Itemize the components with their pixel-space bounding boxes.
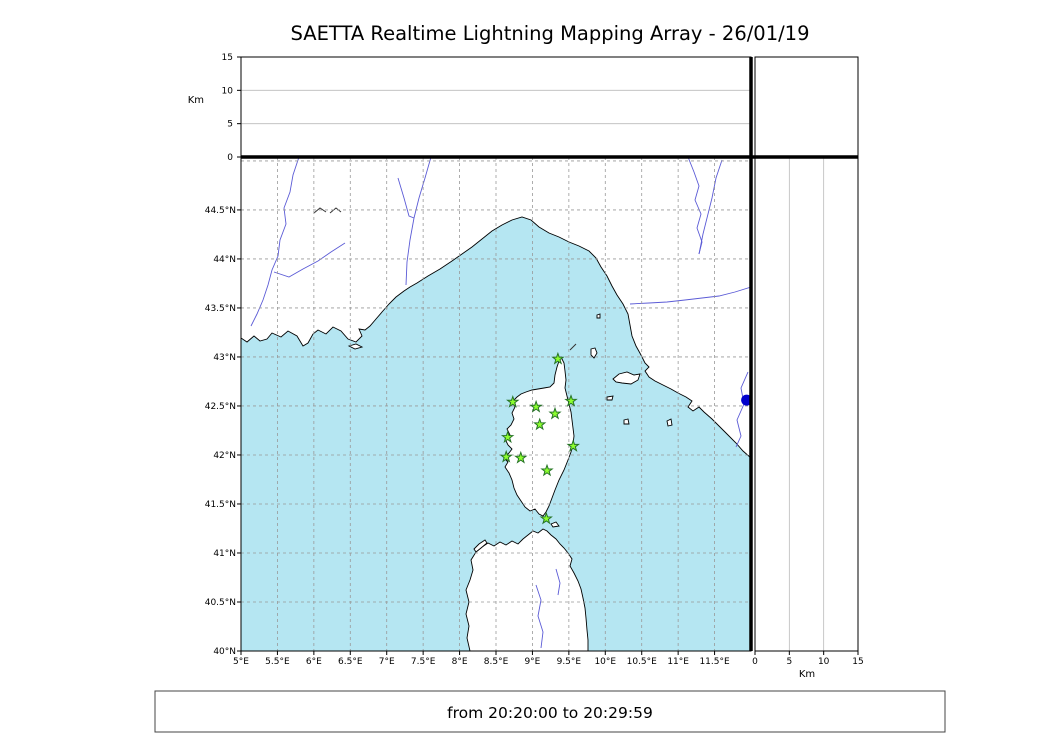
island-giglio	[666, 418, 673, 427]
lightning-source-dot	[741, 394, 751, 406]
station-marker	[551, 351, 565, 365]
station-marker	[533, 417, 547, 431]
island-porquerolles	[347, 343, 364, 350]
lat-tick-label: 41.5°N	[205, 500, 236, 510]
map-gridlines	[241, 157, 751, 651]
lat-tick-label: 42.5°N	[205, 402, 236, 412]
caption-box	[154, 690, 946, 733]
alt-tick-label: 0	[752, 657, 758, 667]
station-marker	[564, 394, 578, 407]
altitude-longitude-panel	[240, 56, 752, 158]
lon-tick-label: 11°E	[667, 657, 689, 667]
island-montecristo	[623, 418, 630, 425]
rock-mark-cap-corse	[569, 343, 577, 351]
alt-tick-label: 15	[222, 53, 233, 63]
map-panel	[241, 157, 751, 651]
station-marker	[529, 399, 543, 413]
station-markers	[499, 351, 580, 525]
island-elba	[612, 371, 641, 385]
island-gorgona	[596, 313, 601, 319]
lat-tick-label: 43°N	[213, 353, 236, 363]
axis-ticks	[237, 56, 859, 655]
lon-tick-label: 11.5°E	[699, 657, 730, 667]
river-arno	[629, 286, 751, 305]
river-sardinia-1	[535, 584, 544, 649]
island-asinara	[473, 539, 488, 553]
lon-tick-label: 8°E	[452, 657, 468, 667]
lon-tick-label: 7.5°E	[411, 657, 436, 667]
river-var-branch	[397, 177, 415, 219]
alt-tick-label: 10	[818, 657, 830, 667]
river-po-branch-1	[687, 157, 703, 255]
lon-tick-label: 8.5°E	[484, 657, 509, 667]
altitude-axis-label-left: Km	[188, 95, 204, 106]
figure-title: SAETTA Realtime Lightning Mapping Array …	[291, 22, 810, 45]
alt-tick-label: 15	[852, 657, 863, 667]
station-marker	[548, 406, 562, 420]
altitude-panel-gridlines	[241, 89, 825, 651]
sardinia-coast	[465, 528, 589, 651]
alt-tick-label: 5	[786, 657, 792, 667]
time-range-caption: from 20:20:00 to 20:29:59	[447, 704, 653, 722]
island-maddalena	[550, 521, 560, 528]
lon-tick-label: 9°E	[524, 657, 540, 667]
lon-tick-label: 9.5°E	[557, 657, 582, 667]
altitude-axis-label-bottom: Km	[799, 669, 815, 680]
river-sardinia-2	[555, 568, 561, 596]
lon-tick-label: 7°E	[379, 657, 395, 667]
station-marker	[566, 439, 580, 452]
lat-tick-label: 41°N	[213, 549, 236, 559]
lon-tick-label: 5°E	[233, 657, 249, 667]
terrain-mark	[313, 207, 342, 214]
lat-tick-label: 44.5°N	[205, 206, 236, 216]
station-marker	[500, 430, 515, 444]
lightning-sources	[741, 394, 751, 406]
river-tiber	[735, 371, 749, 448]
alt-tick-label: 5	[227, 120, 233, 130]
station-marker	[539, 511, 553, 525]
lat-tick-label: 44°N	[213, 255, 236, 265]
alt-tick-label: 10	[222, 86, 234, 96]
lon-tick-label: 6.5°E	[338, 657, 363, 667]
lat-tick-label: 40°N	[213, 647, 236, 657]
lon-tick-label: 10°E	[594, 657, 616, 667]
lat-tick-label: 42°N	[213, 451, 236, 461]
lon-tick-label: 5.5°E	[265, 657, 290, 667]
river-durance	[273, 242, 346, 278]
station-marker	[499, 449, 513, 463]
lat-tick-label: 43.5°N	[205, 304, 236, 314]
alt-tick-label: 0	[227, 153, 233, 163]
island-capraia	[590, 347, 598, 359]
station-marker	[506, 394, 520, 408]
corsica-coast	[503, 355, 575, 517]
corner-panel	[754, 56, 859, 158]
lon-tick-label: 6°E	[306, 657, 322, 667]
island-pianosa	[606, 395, 614, 401]
river-po-branch-2	[698, 159, 723, 255]
lat-tick-label: 40.5°N	[205, 598, 236, 608]
station-marker	[540, 463, 554, 477]
station-marker	[514, 450, 528, 464]
river-rhone	[250, 157, 300, 327]
altitude-latitude-panel	[754, 156, 859, 652]
lon-tick-label: 10.5°E	[627, 657, 658, 667]
axis-tick-labels: 5°E 5.5°E 6°E 6.5°E 7°E 7.5°E 8°E 8.5°E 9°E 9.5°E…	[205, 53, 864, 667]
mainland-coast	[241, 157, 751, 459]
